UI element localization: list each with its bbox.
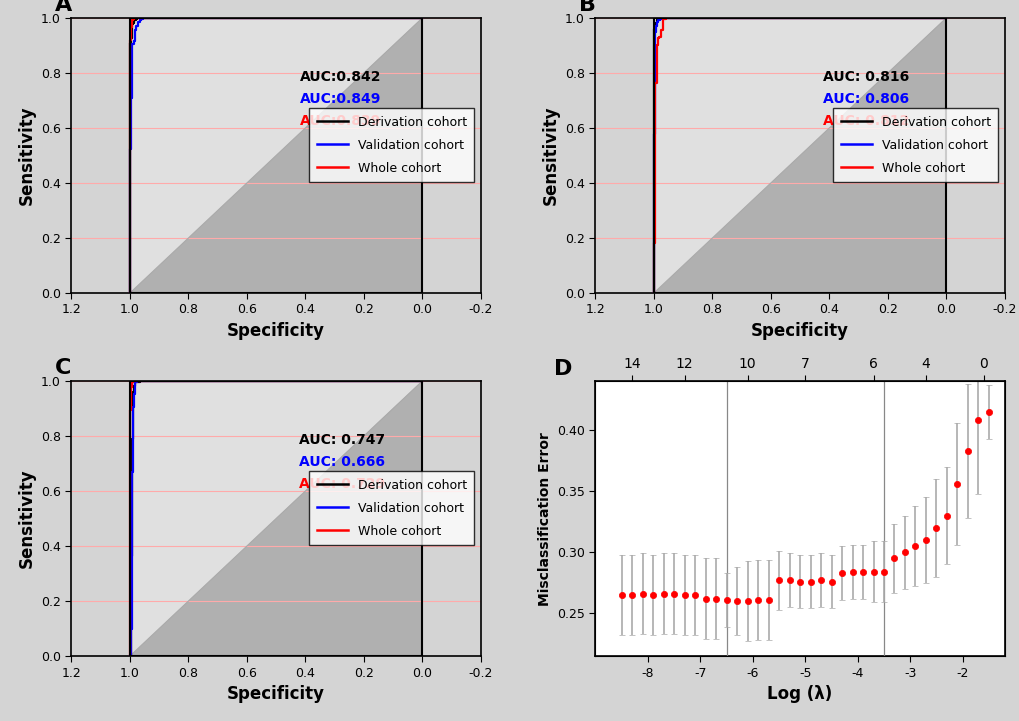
Y-axis label: Sensitivity: Sensitivity (17, 106, 36, 205)
Text: AUC:0.849: AUC:0.849 (300, 92, 380, 106)
Polygon shape (129, 381, 422, 656)
Text: AUC: 0.666: AUC: 0.666 (300, 456, 385, 469)
Text: AUC: 0.747: AUC: 0.747 (300, 433, 385, 447)
Text: A: A (55, 0, 72, 15)
Text: AUC:0.839: AUC:0.839 (300, 115, 380, 128)
X-axis label: Specificity: Specificity (750, 322, 848, 340)
Text: AUC:0.842: AUC:0.842 (300, 70, 380, 84)
Legend: Derivation cohort, Validation cohort, Whole cohort: Derivation cohort, Validation cohort, Wh… (309, 108, 474, 182)
Text: C: C (55, 358, 71, 379)
Text: B: B (579, 0, 595, 15)
Bar (129, 18, 422, 293)
Text: AUC: 0.812: AUC: 0.812 (822, 115, 909, 128)
X-axis label: Specificity: Specificity (227, 685, 325, 703)
X-axis label: Specificity: Specificity (227, 322, 325, 340)
Polygon shape (129, 18, 422, 293)
Text: AUC: 0.816: AUC: 0.816 (822, 70, 909, 84)
Y-axis label: Misclassification Error: Misclassification Error (537, 432, 551, 606)
Polygon shape (653, 18, 946, 293)
Text: D: D (554, 359, 573, 379)
Bar (129, 18, 422, 293)
Text: AUC: 0.729: AUC: 0.729 (300, 477, 385, 491)
Bar (129, 381, 422, 656)
Bar (653, 18, 946, 293)
Y-axis label: Sensitivity: Sensitivity (17, 469, 36, 568)
Y-axis label: Sensitivity: Sensitivity (541, 106, 558, 205)
X-axis label: Log (λ): Log (λ) (766, 685, 832, 703)
Text: AUC: 0.806: AUC: 0.806 (822, 92, 909, 106)
Legend: Derivation cohort, Validation cohort, Whole cohort: Derivation cohort, Validation cohort, Wh… (309, 472, 474, 545)
Bar (653, 18, 946, 293)
Bar (129, 381, 422, 656)
Legend: Derivation cohort, Validation cohort, Whole cohort: Derivation cohort, Validation cohort, Wh… (833, 108, 998, 182)
